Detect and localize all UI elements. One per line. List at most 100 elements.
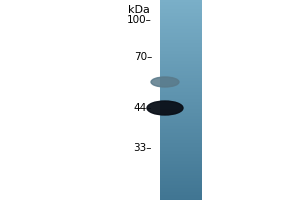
Bar xyxy=(160,159,202,160)
Bar xyxy=(160,93,202,94)
Bar xyxy=(160,34,202,35)
Bar xyxy=(160,179,202,180)
Bar xyxy=(160,68,202,69)
Bar xyxy=(160,54,202,55)
Bar xyxy=(160,169,202,170)
Bar xyxy=(160,87,202,88)
Bar xyxy=(160,141,202,142)
Bar xyxy=(160,26,202,27)
Bar xyxy=(160,146,202,147)
Bar xyxy=(160,29,202,30)
Bar xyxy=(160,107,202,108)
Bar xyxy=(160,174,202,175)
Bar xyxy=(160,96,202,97)
Bar xyxy=(160,107,202,108)
Bar xyxy=(160,51,202,52)
Bar xyxy=(160,13,202,14)
Bar xyxy=(160,98,202,99)
Bar xyxy=(160,199,202,200)
Bar xyxy=(160,2,202,3)
Bar xyxy=(160,69,202,71)
Bar xyxy=(160,192,202,193)
Bar xyxy=(160,183,202,184)
Bar xyxy=(160,188,202,189)
Bar xyxy=(160,95,202,97)
Bar xyxy=(160,129,202,130)
Bar xyxy=(160,139,202,140)
Bar xyxy=(160,73,202,74)
Bar xyxy=(160,160,202,161)
Bar xyxy=(160,124,202,125)
Bar xyxy=(160,57,202,58)
Bar xyxy=(160,59,202,60)
Bar xyxy=(160,173,202,174)
Bar xyxy=(160,102,202,103)
Bar xyxy=(160,114,202,115)
Bar xyxy=(160,109,202,110)
Bar xyxy=(160,31,202,32)
Bar xyxy=(160,42,202,43)
Bar xyxy=(160,13,202,15)
Bar xyxy=(160,60,202,61)
Bar xyxy=(160,108,202,109)
Bar xyxy=(160,15,202,16)
Bar xyxy=(160,3,202,4)
Bar xyxy=(160,170,202,171)
Bar xyxy=(160,103,202,104)
Bar xyxy=(160,131,202,132)
Bar xyxy=(160,35,202,36)
Bar xyxy=(160,162,202,163)
Bar xyxy=(160,132,202,133)
Bar xyxy=(160,89,202,90)
Bar xyxy=(160,127,202,128)
Bar xyxy=(160,85,202,86)
Bar xyxy=(160,175,202,176)
Bar xyxy=(160,157,202,158)
Bar xyxy=(160,46,202,47)
Bar xyxy=(160,6,202,7)
Bar xyxy=(160,191,202,192)
Bar xyxy=(160,136,202,137)
Bar xyxy=(160,145,202,146)
Bar xyxy=(160,50,202,51)
Bar xyxy=(160,141,202,142)
Bar xyxy=(160,33,202,34)
Bar xyxy=(160,134,202,135)
Bar xyxy=(160,167,202,168)
Bar xyxy=(160,45,202,46)
Bar xyxy=(160,115,202,116)
Bar xyxy=(160,8,202,9)
Bar xyxy=(160,21,202,22)
Bar xyxy=(160,11,202,12)
Bar xyxy=(160,187,202,188)
Bar xyxy=(160,154,202,155)
Bar xyxy=(160,148,202,149)
Bar xyxy=(160,178,202,179)
Bar xyxy=(160,168,202,169)
Bar xyxy=(160,79,202,80)
Bar xyxy=(160,66,202,67)
Bar xyxy=(160,195,202,196)
Bar xyxy=(160,106,202,107)
Bar xyxy=(160,37,202,38)
Bar xyxy=(160,55,202,56)
Bar xyxy=(160,193,202,194)
Text: 70–: 70– xyxy=(134,52,152,62)
Bar xyxy=(160,171,202,172)
Bar xyxy=(160,135,202,136)
Bar xyxy=(160,65,202,66)
Bar xyxy=(160,77,202,78)
Bar xyxy=(160,179,202,180)
Bar xyxy=(160,180,202,181)
Bar xyxy=(160,109,202,110)
Bar xyxy=(160,120,202,121)
Bar xyxy=(160,69,202,70)
Bar xyxy=(160,70,202,71)
Bar xyxy=(160,185,202,186)
Bar xyxy=(160,9,202,10)
Bar xyxy=(160,140,202,141)
Bar xyxy=(160,74,202,75)
Bar xyxy=(160,101,202,103)
Bar xyxy=(160,175,202,176)
Bar xyxy=(160,166,202,167)
